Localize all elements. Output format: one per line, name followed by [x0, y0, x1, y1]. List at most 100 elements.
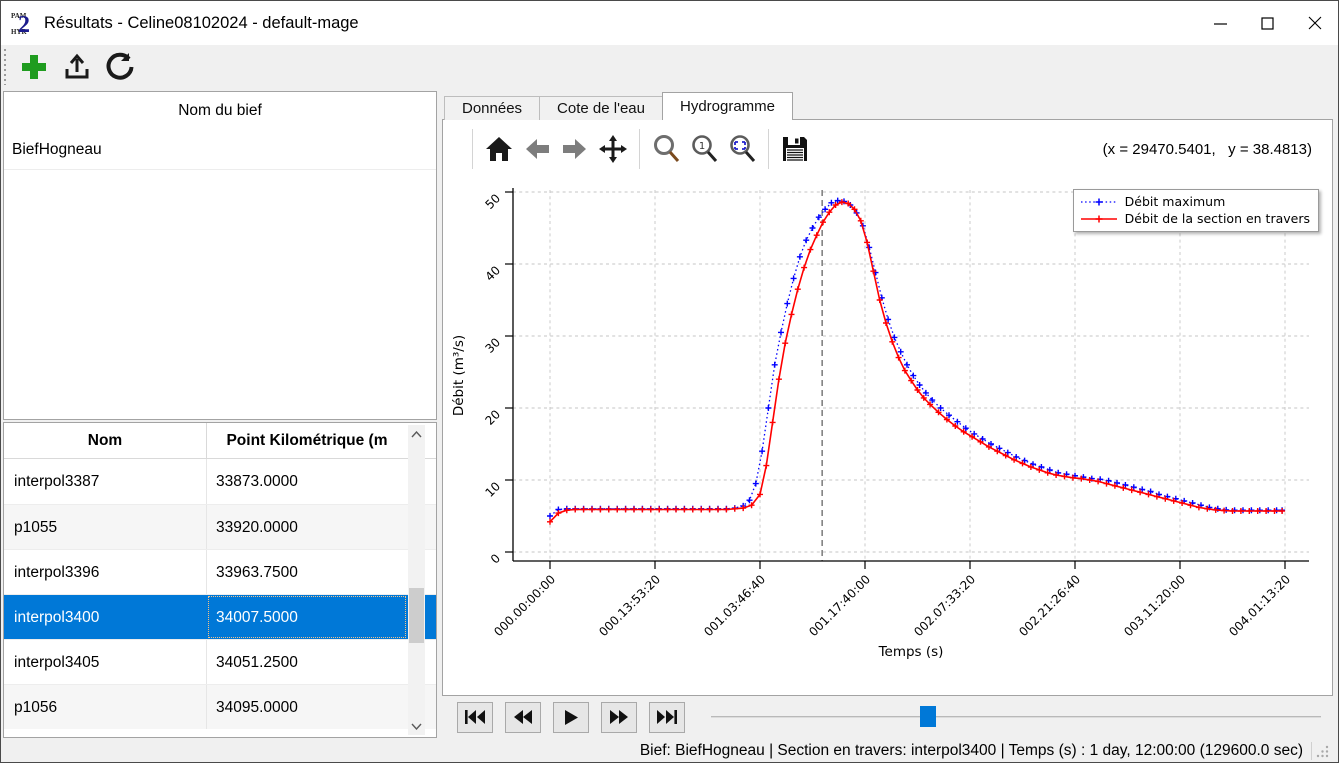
back-button[interactable] — [518, 129, 556, 169]
svg-text:002.07:33:20: 002.07:33:20 — [911, 572, 978, 639]
play-button[interactable] — [553, 701, 589, 733]
table-scrollbar[interactable] — [408, 425, 425, 735]
svg-text:001.03:46:40: 001.03:46:40 — [701, 572, 768, 639]
cell-point-kilometrique[interactable]: 34051.2500 — [216, 654, 298, 671]
rewind-button[interactable] — [505, 701, 541, 733]
status-separator — [1311, 742, 1312, 760]
table-row[interactable]: p1055 33920.0000 — [4, 504, 436, 549]
forward-button[interactable] — [556, 129, 594, 169]
svg-text:002.21:26:40: 002.21:26:40 — [1016, 572, 1083, 639]
status-text: Bief: BiefHogneau | Section en travers: … — [639, 742, 1303, 759]
pan-button[interactable] — [594, 129, 632, 169]
export-button[interactable] — [60, 50, 94, 84]
left-panel: Nom du bief BiefHogneau Nom Point Kilomé… — [1, 89, 437, 738]
scroll-up-icon[interactable] — [408, 425, 425, 443]
magnifier-1-icon: 1 — [692, 135, 718, 162]
svg-text:2: 2 — [18, 12, 30, 36]
table-row[interactable]: interpol3400 34007.5000 — [4, 594, 436, 639]
cell-point-kilometrique[interactable]: 34007.5000 — [207, 595, 407, 639]
cursor-coordinates: (x = 29470.5401, y = 38.4813) — [1102, 140, 1312, 158]
cell-nom[interactable]: interpol3396 — [4, 550, 207, 594]
close-icon — [1308, 16, 1321, 30]
cell-nom[interactable]: interpol3387 — [4, 459, 207, 504]
resize-grip-icon[interactable] — [1316, 744, 1330, 758]
home-icon — [486, 137, 512, 161]
hydrograph-chart[interactable]: 0 10 20 30 40 50 000.00:00:00 000.13:53:20 001.0… — [443, 178, 1323, 683]
toolbar-grip[interactable] — [4, 49, 7, 85]
time-slider[interactable] — [711, 705, 1321, 729]
fast-forward-icon — [610, 710, 628, 724]
rewind-icon — [514, 710, 532, 724]
legend-label-debit-maximum: Débit maximum — [1124, 194, 1226, 209]
fast-forward-button[interactable] — [601, 701, 637, 733]
toolbar-separator — [472, 129, 473, 169]
zoom-fit-button[interactable] — [723, 129, 761, 169]
bief-list: Nom du bief BiefHogneau — [3, 91, 437, 420]
cell-nom[interactable]: interpol3400 — [4, 595, 207, 639]
skip-start-icon — [465, 710, 485, 724]
minimize-button[interactable] — [1197, 1, 1244, 45]
cell-nom[interactable]: p1055 — [4, 505, 207, 549]
plus-icon — [22, 55, 46, 79]
bief-list-item[interactable]: BiefHogneau — [4, 130, 436, 170]
table-row[interactable]: interpol3396 33963.7500 — [4, 549, 436, 594]
svg-text:HYR: HYR — [11, 28, 28, 36]
svg-text:20: 20 — [482, 407, 503, 428]
svg-text:004.01:13:20: 004.01:13:20 — [1226, 572, 1293, 639]
svg-text:1: 1 — [699, 141, 705, 152]
svg-text:000.13:53:20: 000.13:53:20 — [596, 572, 663, 639]
table-row[interactable]: interpol3405 34051.2500 — [4, 639, 436, 684]
cell-point-kilometrique[interactable]: 33873.0000 — [216, 473, 298, 490]
maximize-button[interactable] — [1244, 1, 1291, 45]
legend-line-debit-section — [1080, 215, 1117, 222]
svg-text:003.11:20:00: 003.11:20:00 — [1121, 572, 1188, 639]
playback-controls — [442, 696, 1333, 738]
title-bar[interactable]: PAM HYR 2 Résultats - Celine08102024 - d… — [1, 1, 1338, 45]
magnifier-fit-icon — [730, 135, 756, 162]
refresh-button[interactable] — [103, 50, 137, 84]
svg-text:PAM: PAM — [11, 12, 27, 20]
tab-hydrogramme[interactable]: Hydrogramme — [661, 92, 794, 120]
save-button[interactable] — [776, 129, 814, 169]
sections-table-header: Nom Point Kilométrique (m — [4, 423, 436, 459]
time-slider-track[interactable] — [711, 716, 1321, 718]
scrollbar-thumb[interactable] — [409, 588, 424, 643]
zoom-button[interactable] — [647, 129, 685, 169]
svg-text:50: 50 — [482, 191, 503, 212]
time-slider-handle[interactable] — [919, 706, 936, 727]
tab-donnees[interactable]: Données — [444, 96, 541, 120]
export-icon — [65, 53, 89, 79]
cell-nom[interactable]: p1056 — [4, 685, 207, 729]
cell-point-kilometrique[interactable]: 33920.0000 — [216, 519, 298, 536]
svg-text:30: 30 — [482, 335, 503, 356]
skip-end-button[interactable] — [649, 701, 685, 733]
skip-start-button[interactable] — [457, 701, 493, 733]
add-button[interactable] — [17, 50, 51, 84]
cell-nom[interactable]: interpol3405 — [4, 640, 207, 684]
tab-cote-de-leau[interactable]: Cote de l'eau — [539, 96, 663, 120]
column-header-nom[interactable]: Nom — [4, 423, 207, 458]
cell-point-kilometrique[interactable]: 33963.7500 — [216, 564, 298, 581]
table-row[interactable]: interpol3387 33873.0000 — [4, 459, 436, 504]
sections-table-body: interpol3387 33873.0000 p1055 33920.0000 int… — [4, 459, 436, 729]
chart-legend[interactable]: Débit maximum Débit de la section en tra… — [1072, 189, 1319, 232]
home-button[interactable] — [480, 129, 518, 169]
skip-end-icon — [657, 710, 677, 724]
svg-text:Débit (m³/s): Débit (m³/s) — [451, 335, 467, 416]
play-icon — [564, 709, 578, 725]
zoom-1-button[interactable]: 1 — [685, 129, 723, 169]
svg-text:10: 10 — [482, 479, 503, 500]
cell-point-kilometrique[interactable]: 34095.0000 — [216, 699, 298, 716]
hydrogramme-pane: 1 — [442, 119, 1333, 696]
hydrograph-chart-area: 0 10 20 30 40 50 000.00:00:00 000.13:53:20 001.0… — [443, 178, 1332, 688]
svg-text:001.17:40:00: 001.17:40:00 — [806, 572, 873, 639]
legend-line-debit-maximum — [1080, 198, 1117, 205]
table-row[interactable]: p1056 34095.0000 — [4, 684, 436, 729]
close-button[interactable] — [1291, 1, 1338, 45]
column-header-pk[interactable]: Point Kilométrique (m — [226, 432, 388, 449]
minimize-icon — [1214, 22, 1227, 25]
scroll-down-icon[interactable] — [408, 717, 425, 735]
tab-bar: Données Cote de l'eau Hydrogramme — [442, 92, 1333, 120]
refresh-icon — [106, 52, 134, 80]
